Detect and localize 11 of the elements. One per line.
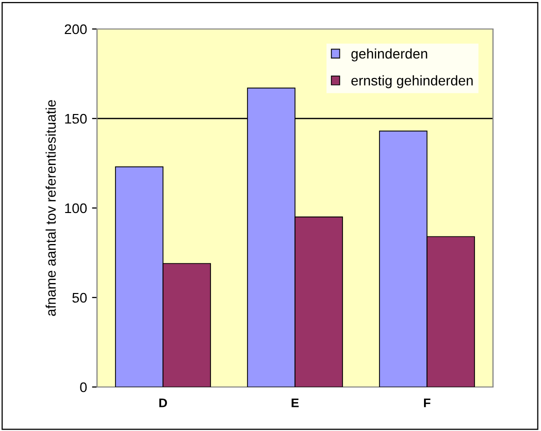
y-tick-label: 200 bbox=[64, 24, 87, 34]
y-tick-label: 50 bbox=[72, 292, 87, 303]
x-tick-label: F bbox=[424, 398, 430, 408]
y-tick-label: 150 bbox=[65, 114, 87, 124]
y-axis-title: afname aantal tov referentiesituatie bbox=[46, 100, 56, 316]
y-tick-label: 0 bbox=[80, 382, 87, 392]
legend-label: gehinderden bbox=[351, 48, 428, 62]
legend-label: ernstig gehinderden bbox=[351, 75, 473, 88]
x-tick-label: D bbox=[159, 398, 167, 408]
x-tick-label: E bbox=[292, 398, 299, 408]
y-tick-label: 100 bbox=[65, 203, 87, 214]
